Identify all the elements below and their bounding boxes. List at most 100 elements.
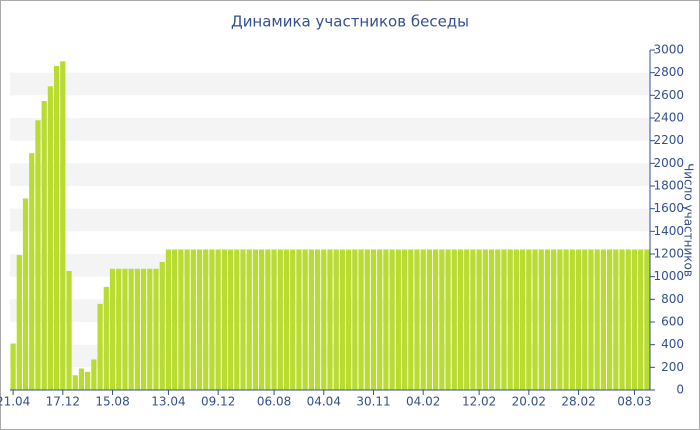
bar: [495, 249, 501, 390]
y-axis-label: Число участников: [682, 163, 696, 277]
bar: [526, 249, 532, 390]
x-tick-label: 28.02: [561, 395, 595, 409]
bar: [97, 303, 103, 390]
grid-band: [10, 163, 650, 186]
bar: [600, 249, 607, 390]
bar: [613, 249, 619, 390]
bar: [631, 249, 638, 390]
y-tick-label: 1400: [653, 224, 684, 238]
x-tick-label: 13.04: [151, 395, 185, 409]
y-tick-label: 2600: [653, 88, 684, 102]
bar: [109, 268, 116, 390]
bar: [22, 198, 29, 390]
bar: [35, 120, 41, 391]
bar: [321, 249, 327, 390]
y-tick-label: 2400: [653, 111, 684, 125]
bar: [389, 249, 395, 390]
bar: [302, 249, 308, 390]
x-tick-label: 04.02: [406, 395, 440, 409]
y-tick-label: 800: [661, 292, 684, 306]
bar: [259, 249, 265, 390]
bar: [47, 86, 53, 391]
y-tick-label: 600: [661, 315, 684, 329]
bar: [638, 249, 644, 390]
bar: [85, 371, 91, 390]
bar: [575, 249, 582, 390]
bar: [277, 249, 283, 390]
bar: [569, 249, 575, 390]
y-tick-label: 200: [661, 360, 684, 374]
bar: [271, 249, 277, 390]
y-tick-label: 1600: [653, 201, 684, 215]
x-tick-label: 15.08: [95, 395, 129, 409]
bar: [557, 249, 563, 390]
bar: [140, 268, 147, 390]
bar: [308, 249, 314, 390]
bar: [439, 249, 445, 390]
bar: [190, 249, 196, 390]
bar: [178, 249, 184, 390]
bar: [544, 249, 551, 390]
bar: [184, 249, 190, 390]
bar: [619, 249, 625, 390]
x-tick-label: 17.12: [46, 395, 80, 409]
bar: [128, 268, 134, 390]
bar: [588, 249, 594, 390]
x-tick-label: 20.02: [512, 395, 546, 409]
grid-band: [10, 208, 650, 232]
bar: [41, 101, 47, 390]
bar: [91, 359, 97, 390]
bar: [60, 61, 66, 390]
bar: [290, 249, 296, 390]
y-tick-label: 2200: [653, 133, 684, 147]
bar: [364, 249, 370, 390]
grid-band: [10, 72, 650, 96]
bar: [215, 249, 221, 390]
bar: [401, 249, 408, 390]
bar: [501, 249, 507, 390]
bar: [464, 249, 470, 390]
bar: [563, 249, 569, 390]
y-tick-label: 1800: [653, 179, 684, 193]
bar: [10, 343, 16, 390]
bar: [134, 268, 140, 390]
y-tick-label: 0: [676, 383, 684, 397]
bar: [72, 375, 78, 390]
bar: [103, 286, 109, 390]
bar: [488, 249, 495, 390]
bar: [433, 249, 439, 390]
bar: [209, 249, 215, 390]
bar: [644, 249, 650, 390]
bar: [252, 249, 259, 390]
bar: [476, 249, 482, 390]
bar: [520, 249, 526, 390]
bar: [29, 153, 35, 390]
x-tick-label: 21.04: [0, 395, 30, 409]
bar: [327, 249, 333, 390]
bar: [339, 249, 346, 390]
bar: [159, 261, 165, 390]
x-tick-label: 08.03: [617, 395, 651, 409]
bar: [153, 268, 159, 390]
bar: [625, 249, 631, 390]
bar: [445, 249, 451, 390]
bar: [147, 268, 153, 390]
y-tick-label: 400: [661, 337, 684, 351]
bar: [420, 249, 426, 390]
bar: [482, 249, 488, 390]
bar: [507, 249, 513, 390]
bar: [358, 249, 364, 390]
bar: [16, 255, 22, 390]
bar: [352, 249, 358, 390]
bar: [513, 249, 520, 390]
bar: [116, 268, 122, 390]
bar: [66, 271, 72, 390]
y-tick-label: 2000: [653, 156, 684, 170]
bar: [538, 249, 544, 390]
bar: [165, 249, 172, 390]
bar: [240, 249, 246, 390]
bar: [196, 249, 203, 390]
bar: [408, 249, 414, 390]
bar: [122, 268, 128, 390]
y-tick-label: 1200: [653, 247, 684, 261]
